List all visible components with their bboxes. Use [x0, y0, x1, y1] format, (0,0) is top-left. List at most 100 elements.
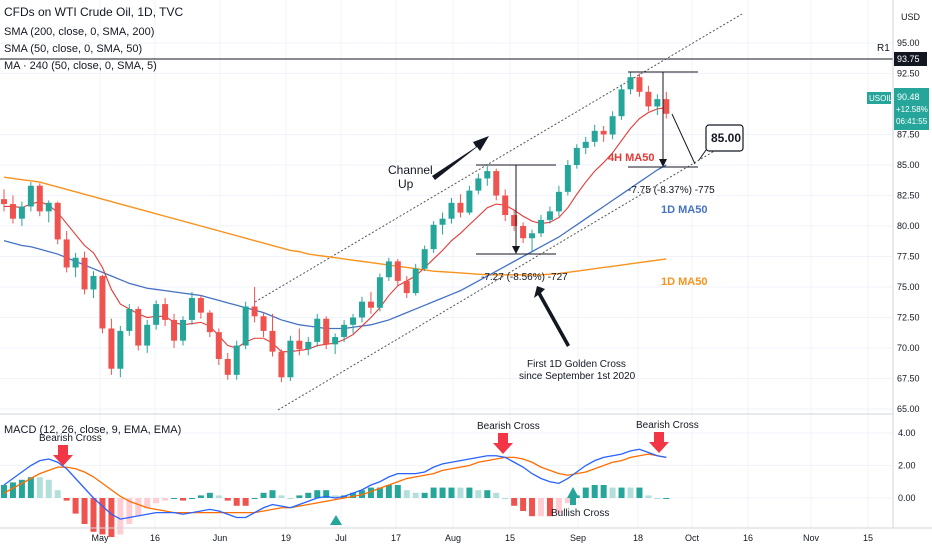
candle-body [180, 319, 186, 341]
candle-body [484, 171, 491, 179]
time-tick-label: Oct [685, 533, 700, 543]
candle-body [475, 178, 482, 191]
macd-histogram-bar [81, 498, 88, 524]
macd-histogram-bar [332, 495, 339, 498]
time-tick-label: 15 [505, 533, 515, 543]
macd-histogram-bar [484, 490, 491, 498]
countdown-text: 06:41:55 [896, 117, 928, 126]
macd-histogram-bar [564, 498, 571, 504]
candle-body [171, 319, 178, 341]
measure-2-text: -7.75 (-8.37%) -775 [628, 185, 715, 196]
candle-body [555, 191, 562, 212]
macd-histogram-bar [475, 490, 482, 498]
candle-body [1, 199, 7, 205]
candle-body [645, 91, 652, 107]
candle-body [457, 202, 464, 213]
macd-histogram-bar [305, 492, 312, 498]
macd-histogram-bar [269, 490, 276, 498]
time-tick-label: 17 [391, 533, 401, 543]
time-tick-label: 18 [633, 533, 643, 543]
candle-body [511, 215, 518, 226]
measure-2[interactable]: -7.75 (-8.37%) -775 [628, 71, 715, 196]
current-price-text: 90.48 [897, 92, 920, 102]
candle-body [27, 185, 34, 207]
macd-histogram-bar [529, 498, 536, 517]
candle-body [242, 306, 249, 346]
candle-body [430, 224, 437, 250]
golden-cross-line1: First 1D Golden Cross [527, 359, 626, 370]
macd-histogram-bar [546, 498, 553, 517]
candle-body [260, 316, 267, 331]
candle-body [36, 185, 43, 212]
current-price-badge [894, 88, 929, 130]
indicator-sma50[interactable]: SMA (50, close, 0, SMA, 50) [4, 43, 143, 55]
macd-axis-ticks[interactable]: 4.00 2.00 0.00 [898, 428, 916, 503]
candle-body [394, 261, 401, 281]
signal-series-path [3, 453, 667, 514]
macd-histogram-bar [251, 498, 258, 499]
ma200-orange-line [3, 176, 667, 276]
indicator-macd[interactable]: MACD (12, 26, close, 9, EMA, EMA) [4, 424, 182, 436]
target-callout-box[interactable] [705, 124, 744, 152]
macd-histogram-bar [439, 487, 446, 498]
time-tick-label: May [91, 533, 109, 543]
ma-4h-label: 4H MA50 [608, 152, 654, 164]
candle-body [81, 257, 88, 290]
macd-tick-label: 0.00 [898, 493, 916, 503]
bullish-cross-arrow-icon [567, 487, 579, 505]
channel-lower-line[interactable] [277, 149, 717, 411]
candle-body [448, 202, 455, 219]
candle-body [197, 297, 204, 313]
currency-label: USD [901, 12, 921, 22]
macd-histogram-bar [36, 477, 43, 498]
r1-price-tag [894, 52, 927, 66]
target-callout-text: 85.00 [711, 131, 741, 145]
candle-body [117, 330, 124, 369]
time-axis-ticks[interactable]: May 16 Jun 19 Jul 17 Aug 15 Sep 18 Oct 16 Nov 15 [91, 533, 873, 543]
candle-body [188, 297, 195, 320]
macd-histogram-bar [412, 492, 419, 498]
macd-histogram-bar [72, 498, 79, 514]
indicator-ma240[interactable]: MA · 240 (50, close, 0, SMA, 5) [4, 60, 157, 72]
candle-body [520, 226, 527, 239]
candle-body [18, 206, 25, 219]
macd-histogram-bar [18, 479, 25, 498]
macd-histogram-bar [350, 492, 357, 498]
candle-body [251, 306, 258, 317]
candle-body [367, 301, 374, 308]
measure-1-arrowhead [512, 246, 520, 254]
r1-price-tag-text: 93.75 [897, 54, 920, 64]
candle-body [99, 276, 106, 329]
macd-histogram [1, 477, 670, 537]
candle-body [439, 218, 446, 225]
measure-1[interactable]: -7.27 (-8.56%) -727 [476, 164, 568, 283]
candle-body [609, 116, 616, 135]
macd-histogram-bar [627, 487, 634, 498]
bullish-cross-label: Bullish Cross [551, 508, 609, 519]
bearish-cross-1-label: Bearish Cross [39, 433, 102, 444]
time-tick-label: Jun [213, 533, 228, 543]
candle-body [72, 257, 79, 268]
candle-body [296, 340, 303, 350]
macd-histogram-bar [278, 495, 285, 498]
macd-histogram-bar [582, 487, 589, 498]
candle-body [412, 268, 419, 294]
price-axis-ticks[interactable]: 95.00 92.50 87.50 85.00 82.50 80.00 77.50 75.00… [897, 38, 920, 414]
bearish-cross-3-label: Bearish Cross [636, 420, 699, 431]
price-tick-label: 65.00 [897, 404, 920, 414]
chart-title[interactable]: CFDs on WTI Crude Oil, 1D, TVC [4, 5, 184, 19]
macd-histogram-bar [376, 487, 383, 498]
candle-body [618, 89, 625, 117]
macd-histogram-bar [144, 498, 151, 509]
macd-histogram-bar [600, 485, 607, 498]
indicator-sma200[interactable]: SMA (200, close, 0, SMA, 200) [4, 26, 155, 38]
macd-histogram-bar [224, 498, 231, 501]
candle-body [45, 202, 52, 212]
price-tick-label: 92.50 [897, 69, 920, 79]
candle-body [54, 202, 61, 240]
candle-body [376, 277, 383, 308]
target-path-line [671, 113, 696, 165]
time-tick-label: Jul [335, 533, 347, 543]
